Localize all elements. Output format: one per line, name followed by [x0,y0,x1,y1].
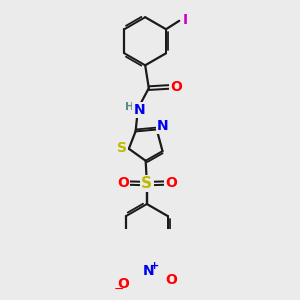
Text: I: I [183,13,188,27]
Text: O: O [165,176,177,190]
Text: O: O [117,176,129,190]
Text: N: N [142,264,154,278]
Text: S: S [141,176,152,191]
Text: +: + [149,261,159,271]
Text: N: N [157,119,169,133]
Text: O: O [165,273,177,287]
Text: N: N [134,103,145,117]
Text: −: − [113,283,124,296]
Text: O: O [117,277,129,291]
Text: O: O [170,80,182,94]
Text: S: S [117,140,127,154]
Text: H: H [125,102,134,112]
